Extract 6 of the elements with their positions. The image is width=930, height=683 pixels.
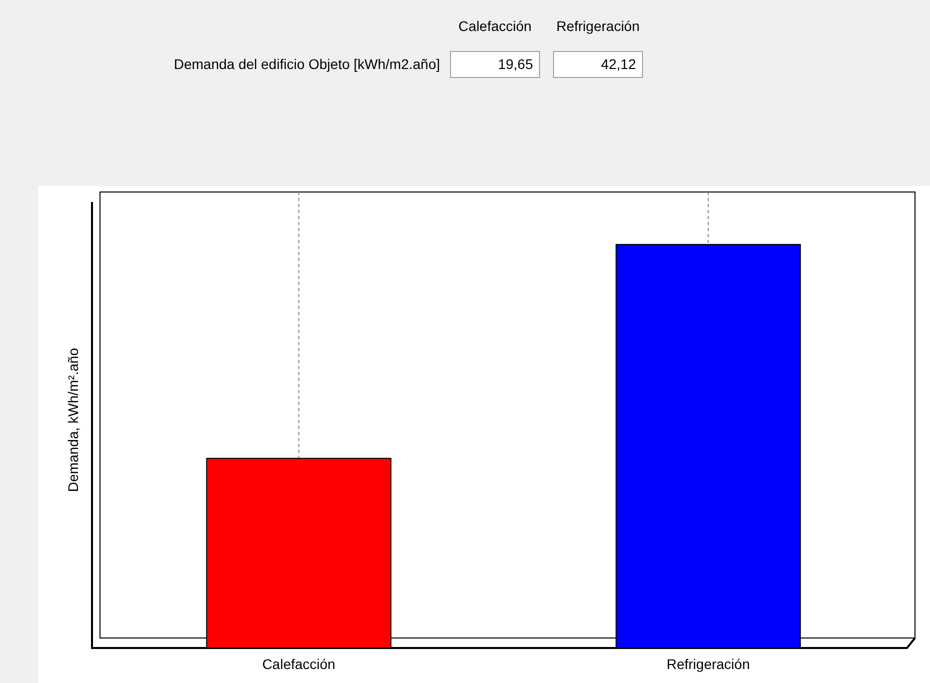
y-axis-title: Demanda, kWh/m².año [65,348,81,492]
text: Refrigeración [555,18,641,34]
text: 19,65 [450,51,540,78]
chart-title: Demanda del edificio Objeto [kWh/m2.año] [174,56,440,72]
text: Calefacción [457,18,533,34]
text: 42,12 [553,51,643,78]
